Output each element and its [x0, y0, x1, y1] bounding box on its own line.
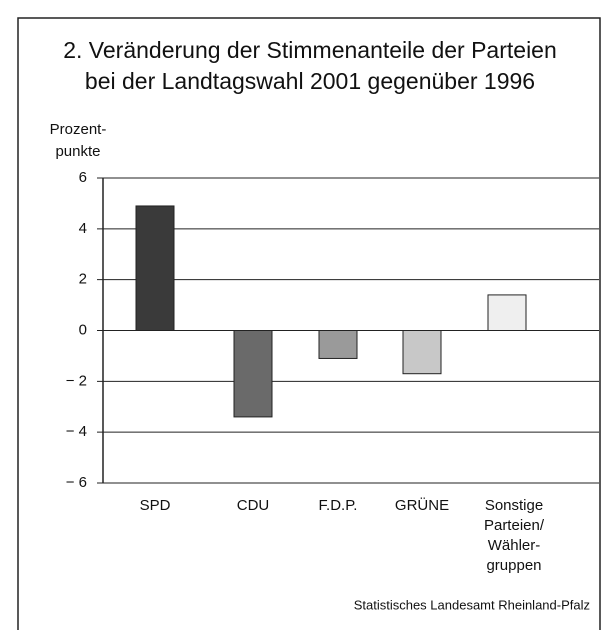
bar [487, 294, 527, 331]
x-tick-label: CDU [237, 497, 270, 514]
y-tick-label: 6 [79, 169, 87, 186]
x-tick-label: Sonstige [485, 497, 543, 514]
bar [402, 330, 442, 375]
chart-title: 2. Veränderung der Stimmenanteile der Pa… [63, 37, 557, 63]
x-tick-label: gruppen [486, 557, 541, 574]
x-tick-label: GRÜNE [395, 496, 449, 514]
y-tick-label: 2 [79, 271, 87, 288]
x-tick-label: Wähler- [488, 537, 541, 554]
bar [233, 330, 273, 418]
x-tick-label: F.D.P. [319, 497, 358, 514]
frame [17, 17, 601, 630]
x-tick-label: SPD [140, 497, 171, 514]
y-tick-label: − 2 [66, 372, 87, 389]
bar [318, 330, 358, 359]
y-axis-label: Prozent- [50, 121, 107, 138]
x-tick-label: Parteien/ [484, 517, 545, 534]
y-axis-label: punkte [55, 143, 100, 160]
y-tick-label: 4 [79, 220, 87, 237]
y-tick-label: − 4 [66, 423, 87, 440]
chart-title: bei der Landtagswahl 2001 gegenüber 1996 [85, 68, 535, 94]
source: Statistisches Landesamt Rheinland-Pfalz [354, 597, 590, 612]
y-tick-label: − 6 [66, 474, 87, 491]
y-tick-label: 0 [79, 321, 87, 338]
bar [135, 205, 175, 331]
